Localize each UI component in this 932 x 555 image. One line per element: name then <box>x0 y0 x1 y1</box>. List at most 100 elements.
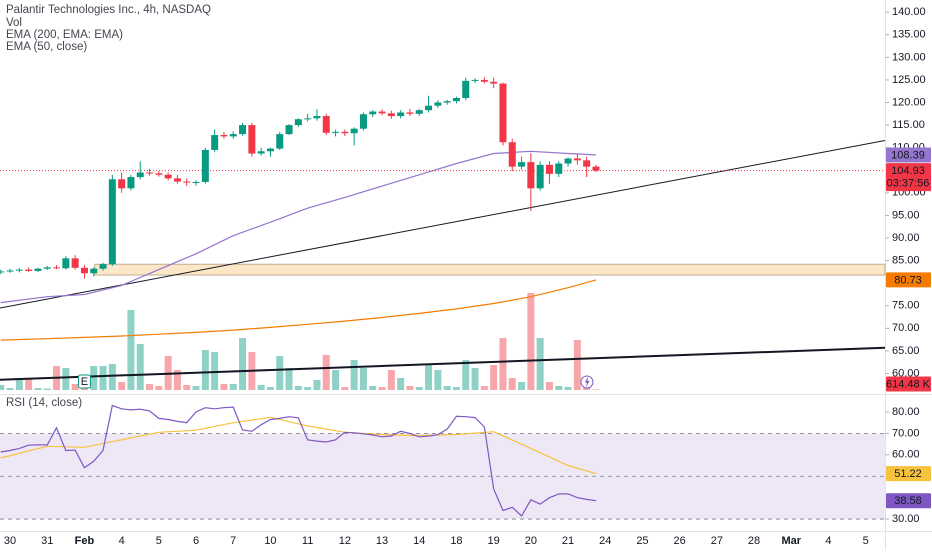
candle-body <box>192 182 200 183</box>
candle-body <box>155 173 163 175</box>
x-tick-label: 19 <box>488 535 500 547</box>
volume-bar <box>545 382 553 390</box>
x-tick-label: 28 <box>748 535 760 547</box>
y-tick-label: 85.00 <box>892 254 920 266</box>
volume-bar <box>499 338 507 390</box>
volume-bar <box>471 368 479 390</box>
rsi-ma-line <box>0 416 597 475</box>
volume-bar <box>332 370 340 390</box>
candle-body <box>71 258 79 268</box>
volume-bar <box>341 387 349 390</box>
candle-body <box>508 142 516 167</box>
y-tick-label: 130.00 <box>892 51 926 63</box>
candle-body <box>127 177 135 189</box>
candle-body <box>257 151 265 154</box>
ema200-legend: EMA (200, EMA: EMA) <box>6 29 123 41</box>
candle-body <box>99 264 107 269</box>
volume-bar <box>192 386 200 390</box>
candle-body <box>425 105 433 111</box>
y-tick-label: 65.00 <box>892 345 920 357</box>
volume-last-label: 614.48 K <box>886 378 931 390</box>
x-tick-label: 4 <box>119 535 125 547</box>
candle-body <box>545 164 553 174</box>
volume-bar <box>425 365 433 390</box>
candle-body <box>434 102 442 106</box>
candle-body <box>266 148 274 152</box>
volume-last-label-box <box>886 376 931 392</box>
volume-bar <box>397 378 405 390</box>
candle-body <box>220 135 228 137</box>
candle-body <box>173 178 181 182</box>
candle-body <box>471 79 479 81</box>
candle-body <box>332 131 340 133</box>
candle-body <box>183 181 191 183</box>
candle-body <box>80 267 88 274</box>
volume-bar <box>480 386 488 390</box>
earnings-flag <box>77 374 91 389</box>
volume-bar <box>387 370 395 390</box>
volume-bar <box>490 365 498 390</box>
ema-line <box>0 279 597 341</box>
volume-bar <box>369 386 377 390</box>
candle-body <box>397 112 405 117</box>
volume-bar <box>229 384 237 390</box>
volume-bar <box>304 387 312 390</box>
x-tick-label: 20 <box>525 535 537 547</box>
candle-body <box>118 179 126 189</box>
volume-bar <box>527 293 535 390</box>
candle-body <box>248 125 256 154</box>
volume-bar <box>239 338 247 390</box>
volume-bar <box>266 387 274 390</box>
candle-body <box>480 79 488 82</box>
rsi-y-tick-label: 70.00 <box>892 427 920 439</box>
volume-bar <box>155 386 163 390</box>
rsi-last-label-box <box>886 493 931 509</box>
x-tick-label: 18 <box>450 535 462 547</box>
volume-bar <box>43 388 51 390</box>
candle-body <box>285 125 293 135</box>
candle-body <box>146 172 154 174</box>
volume-bar <box>508 378 516 390</box>
volume-bar <box>322 355 330 390</box>
candle-body <box>359 114 367 129</box>
candle-body <box>592 166 600 171</box>
candle-body <box>211 135 219 150</box>
x-tick-label: 6 <box>193 535 199 547</box>
volume-bar <box>406 386 414 390</box>
x-tick-label: 21 <box>562 535 574 547</box>
x-tick-label: 13 <box>376 535 388 547</box>
x-tick-label: 5 <box>863 535 869 547</box>
candle-body <box>555 163 563 174</box>
candle-body <box>573 158 581 161</box>
volume-bar <box>415 387 423 390</box>
x-tick-label: 10 <box>264 535 276 547</box>
volume-bar <box>15 378 23 390</box>
symbol-title: Palantir Technologies Inc., 4h, NASDAQ <box>6 4 211 16</box>
rsi-legend: RSI (14, close) <box>6 397 82 409</box>
x-tick-label: 11 <box>302 535 313 547</box>
volume-bar <box>0 385 5 390</box>
volume-bar <box>108 364 116 390</box>
volume-bar <box>220 384 228 390</box>
last-price-label: 104.93 <box>891 165 925 177</box>
candle-body <box>276 134 284 149</box>
volume-legend: Vol <box>6 17 22 29</box>
candle-body <box>15 269 23 271</box>
candle-body <box>452 98 460 102</box>
candle-body <box>0 271 5 273</box>
volume-bar <box>90 366 98 390</box>
x-tick-label: 25 <box>636 535 648 547</box>
volume-bar <box>201 350 209 390</box>
y-tick-label: 90.00 <box>892 232 920 244</box>
volume-bar <box>211 352 219 390</box>
y-tick-label: 95.00 <box>892 209 920 221</box>
ema50-last-label: 108.39 <box>891 149 925 161</box>
candle-body <box>406 112 414 114</box>
trendline <box>0 139 886 309</box>
candle-body <box>564 158 572 164</box>
ema-line <box>0 150 597 304</box>
candle-body <box>108 179 116 265</box>
y-tick-label: 75.00 <box>892 300 920 312</box>
candle-body <box>536 164 544 189</box>
volume-bar <box>285 368 293 390</box>
